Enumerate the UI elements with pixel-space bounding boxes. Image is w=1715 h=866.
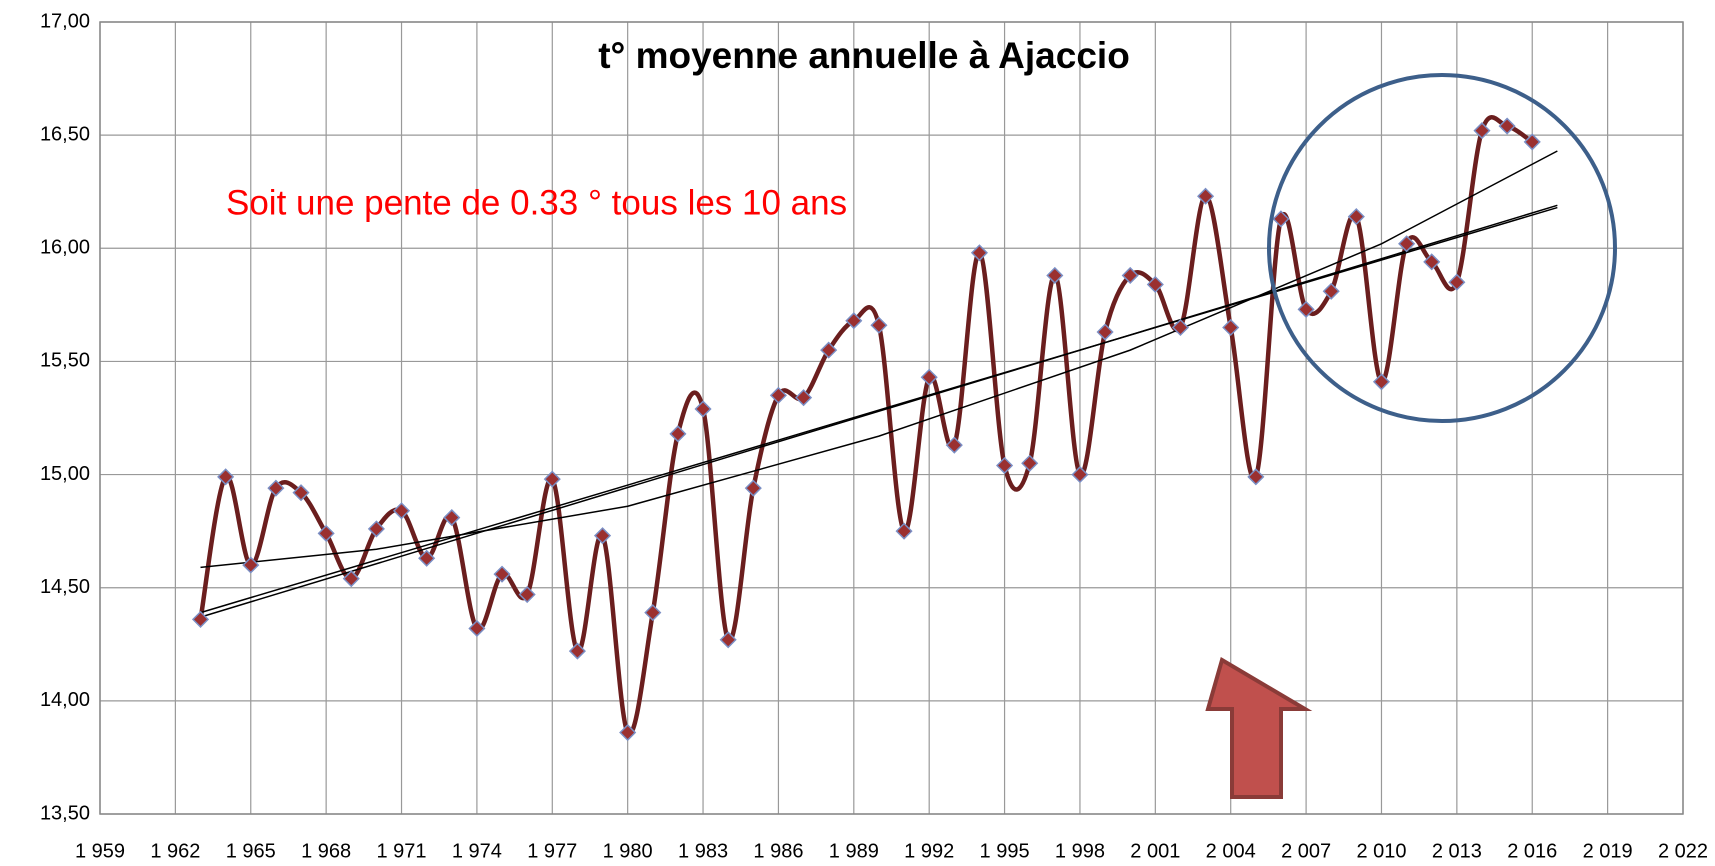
x-tick-label: 2 007 xyxy=(1281,840,1331,862)
x-tick-label: 1 971 xyxy=(376,840,426,862)
x-tick-label: 2 019 xyxy=(1583,840,1633,862)
data-line xyxy=(198,115,1534,737)
marker xyxy=(1046,266,1064,285)
marker xyxy=(468,619,486,638)
chart-title: t° moyenne annuelle à Ajaccio xyxy=(598,35,1130,76)
marker xyxy=(1222,318,1240,337)
x-tick-label: 1 980 xyxy=(603,840,653,862)
y-tick-label: 13,50 xyxy=(40,802,90,824)
x-tick-label: 1 962 xyxy=(150,840,200,862)
y-tick-label: 16,50 xyxy=(40,123,90,145)
marker xyxy=(392,502,411,520)
marker xyxy=(845,312,863,330)
y-tick-label: 14,00 xyxy=(40,689,90,711)
marker xyxy=(317,524,335,542)
x-tick-label: 1 998 xyxy=(1055,840,1105,862)
y-tick-label: 15,00 xyxy=(40,463,90,485)
x-tick-label: 2 001 xyxy=(1130,840,1180,862)
marker xyxy=(920,368,938,386)
marker xyxy=(568,642,586,660)
annotation: Soit une pente de 0.33 ° tous les 10 ans xyxy=(226,183,847,222)
marker xyxy=(1146,275,1164,294)
x-tick-label: 2 022 xyxy=(1658,840,1708,862)
trendline xyxy=(200,204,1558,618)
marker xyxy=(1071,466,1089,484)
marker xyxy=(669,425,687,443)
marker xyxy=(1523,133,1541,151)
plot xyxy=(191,115,1558,742)
marker xyxy=(744,479,762,497)
y-tick-label: 17,00 xyxy=(40,10,90,32)
marker xyxy=(593,527,612,545)
x-tick-label: 1 986 xyxy=(753,840,803,862)
marker xyxy=(267,479,285,497)
marker xyxy=(794,389,813,407)
marker xyxy=(1297,300,1315,318)
marker xyxy=(242,556,260,574)
highlight-circle xyxy=(1267,73,1617,423)
marker xyxy=(342,570,360,588)
marker xyxy=(1347,208,1365,226)
marker xyxy=(443,509,461,527)
marker xyxy=(619,723,637,742)
x-tick-label: 1 974 xyxy=(452,840,502,862)
y-tick-label: 14,50 xyxy=(40,576,90,598)
marker xyxy=(1448,273,1466,291)
marker xyxy=(367,520,385,538)
trendline xyxy=(200,206,1558,614)
y-tick-label: 15,50 xyxy=(40,350,90,372)
marker xyxy=(1322,282,1340,300)
y-tick-label: 16,00 xyxy=(40,237,90,259)
marker xyxy=(191,610,210,628)
marker xyxy=(895,522,913,540)
trendline xyxy=(200,150,1558,569)
marker xyxy=(418,549,436,567)
marker xyxy=(518,585,536,604)
marker xyxy=(1398,235,1416,253)
marker xyxy=(820,341,838,359)
x-tick-label: 1 965 xyxy=(226,840,276,862)
grid xyxy=(99,21,1684,815)
marker xyxy=(1121,266,1139,285)
x-tick-label: 2 010 xyxy=(1356,840,1406,862)
marker xyxy=(217,468,235,486)
x-tick-label: 1 959 xyxy=(75,840,125,862)
x-tick-label: 1 992 xyxy=(904,840,954,862)
plot-frame xyxy=(99,21,1684,815)
marker xyxy=(1423,253,1441,271)
marker xyxy=(945,436,963,454)
x-tick-label: 2 013 xyxy=(1432,840,1482,862)
marker xyxy=(1096,323,1114,341)
x-tick-label: 1 989 xyxy=(829,840,879,862)
marker xyxy=(870,316,888,334)
marker xyxy=(543,470,561,488)
marker xyxy=(1247,468,1265,486)
marker xyxy=(1473,122,1491,140)
marker xyxy=(769,386,787,404)
marker xyxy=(1197,187,1215,205)
marker xyxy=(1498,117,1516,135)
marker xyxy=(644,604,662,622)
marker xyxy=(719,631,737,649)
x-tick-label: 2 004 xyxy=(1206,840,1256,862)
marker xyxy=(493,565,511,583)
marker xyxy=(1021,454,1039,472)
x-tick-label: 1 968 xyxy=(301,840,351,862)
x-tick-label: 1 977 xyxy=(527,840,577,862)
x-tick-label: 1 983 xyxy=(678,840,728,862)
x-tick-label: 2 016 xyxy=(1507,840,1557,862)
marker xyxy=(292,484,310,502)
marker xyxy=(1272,210,1290,228)
arrow xyxy=(1205,656,1313,799)
marker xyxy=(1372,373,1391,391)
marker xyxy=(1171,318,1190,337)
x-tick-label: 1 995 xyxy=(980,840,1030,862)
marker xyxy=(970,244,989,262)
marker xyxy=(996,456,1014,475)
marker xyxy=(694,400,712,418)
